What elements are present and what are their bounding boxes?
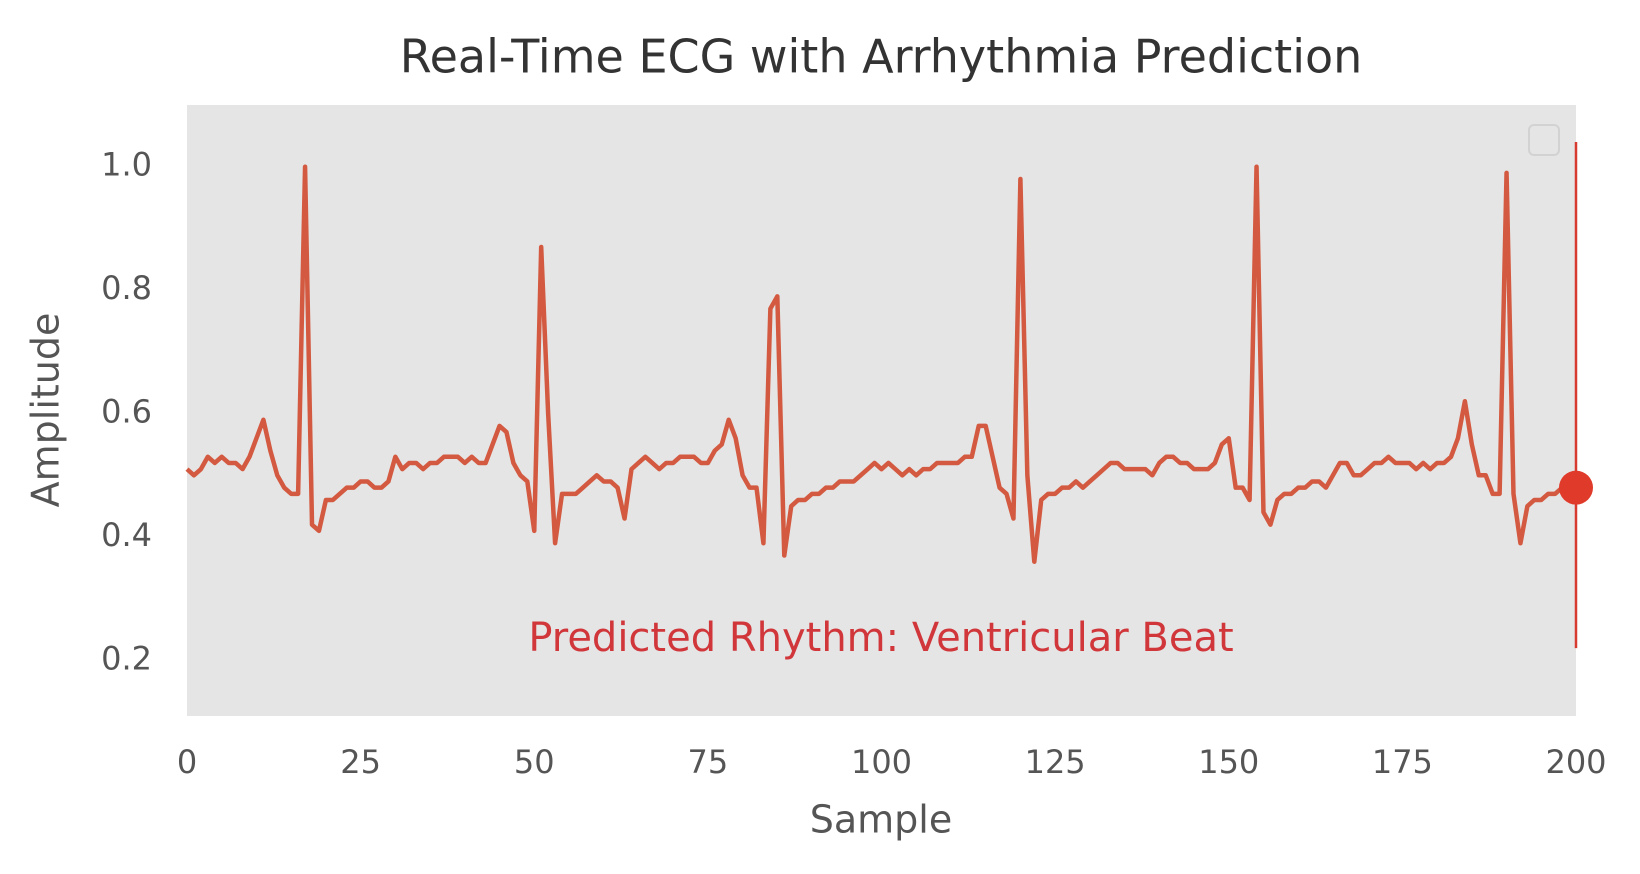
x-tick-label: 0 (177, 743, 197, 781)
y-tick-label: 0.6 (101, 393, 152, 431)
plot-area (187, 105, 1576, 716)
x-tick-label: 125 (1025, 743, 1086, 781)
y-tick-label: 1.0 (101, 146, 152, 184)
x-tick-label: 175 (1372, 743, 1433, 781)
x-tick-label: 50 (514, 743, 555, 781)
current-point (1559, 470, 1593, 505)
x-axis-label: Sample (810, 798, 952, 842)
y-axis-label: Amplitude (24, 313, 68, 508)
x-tick-label: 25 (340, 743, 381, 781)
chart-title: Real-Time ECG with Arrhythmia Prediction (400, 30, 1363, 84)
x-tick-label: 150 (1198, 743, 1259, 781)
x-tick-label: 75 (688, 743, 729, 781)
ecg-line (185, 164, 1576, 564)
y-tick-label: 0.8 (101, 269, 152, 307)
y-tick-label: 0.4 (101, 516, 152, 554)
x-tick-label: 100 (851, 743, 912, 781)
legend-box (1528, 124, 1560, 156)
y-tick-label: 0.2 (101, 639, 152, 677)
x-tick-label: 200 (1545, 743, 1606, 781)
prediction-annotation: Predicted Rhythm: Ventricular Beat (528, 615, 1233, 661)
